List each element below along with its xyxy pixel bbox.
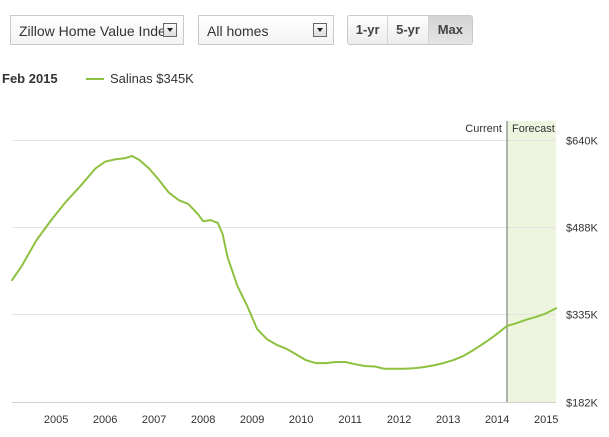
home-type-select[interactable]: All homes <box>198 15 334 45</box>
x-tick-label: 2013 <box>436 414 460 426</box>
hover-date-label: Feb 2015 <box>2 71 58 86</box>
index-select[interactable]: Zillow Home Value Index <box>10 15 184 45</box>
range-max-button[interactable]: Max <box>428 16 472 44</box>
x-tick-label: 2010 <box>289 414 313 426</box>
y-tick-label: $640K <box>566 136 598 148</box>
x-tick-label: 2011 <box>338 414 362 426</box>
x-tick-label: 2006 <box>93 414 117 426</box>
x-tick-label: 2012 <box>387 414 411 426</box>
current-label: Current <box>465 123 502 135</box>
chevron-down-icon <box>313 23 327 37</box>
x-tick-label: 2014 <box>485 414 509 426</box>
x-tick-label: 2015 <box>534 414 558 426</box>
x-tick-label: 2009 <box>240 414 264 426</box>
x-tick-label: 2007 <box>142 414 166 426</box>
range-5yr-button[interactable]: 5-yr <box>388 16 429 44</box>
y-tick-label: $335K <box>566 310 598 322</box>
index-select-value: Zillow Home Value Index <box>19 23 173 39</box>
series-line <box>11 155 557 370</box>
x-tick-label: 2005 <box>44 414 68 426</box>
x-tick-label: 2008 <box>191 414 215 426</box>
time-range-group: 1-yr 5-yr Max <box>347 15 473 45</box>
legend-series-label: Salinas $345K <box>110 71 194 86</box>
legend-line-swatch <box>86 77 104 80</box>
y-tick-label: $182K <box>566 398 598 410</box>
home-type-select-value: All homes <box>207 23 269 39</box>
y-tick-label: $488K <box>566 223 598 235</box>
range-1yr-button[interactable]: 1-yr <box>348 16 389 44</box>
toolbar: Zillow Home Value Index All homes 1-yr 5… <box>0 0 609 62</box>
forecast-label: Forecast <box>512 123 555 135</box>
forecast-band <box>506 121 556 402</box>
series-legend[interactable]: Salinas $345K <box>86 71 194 86</box>
chevron-down-icon <box>163 23 177 37</box>
